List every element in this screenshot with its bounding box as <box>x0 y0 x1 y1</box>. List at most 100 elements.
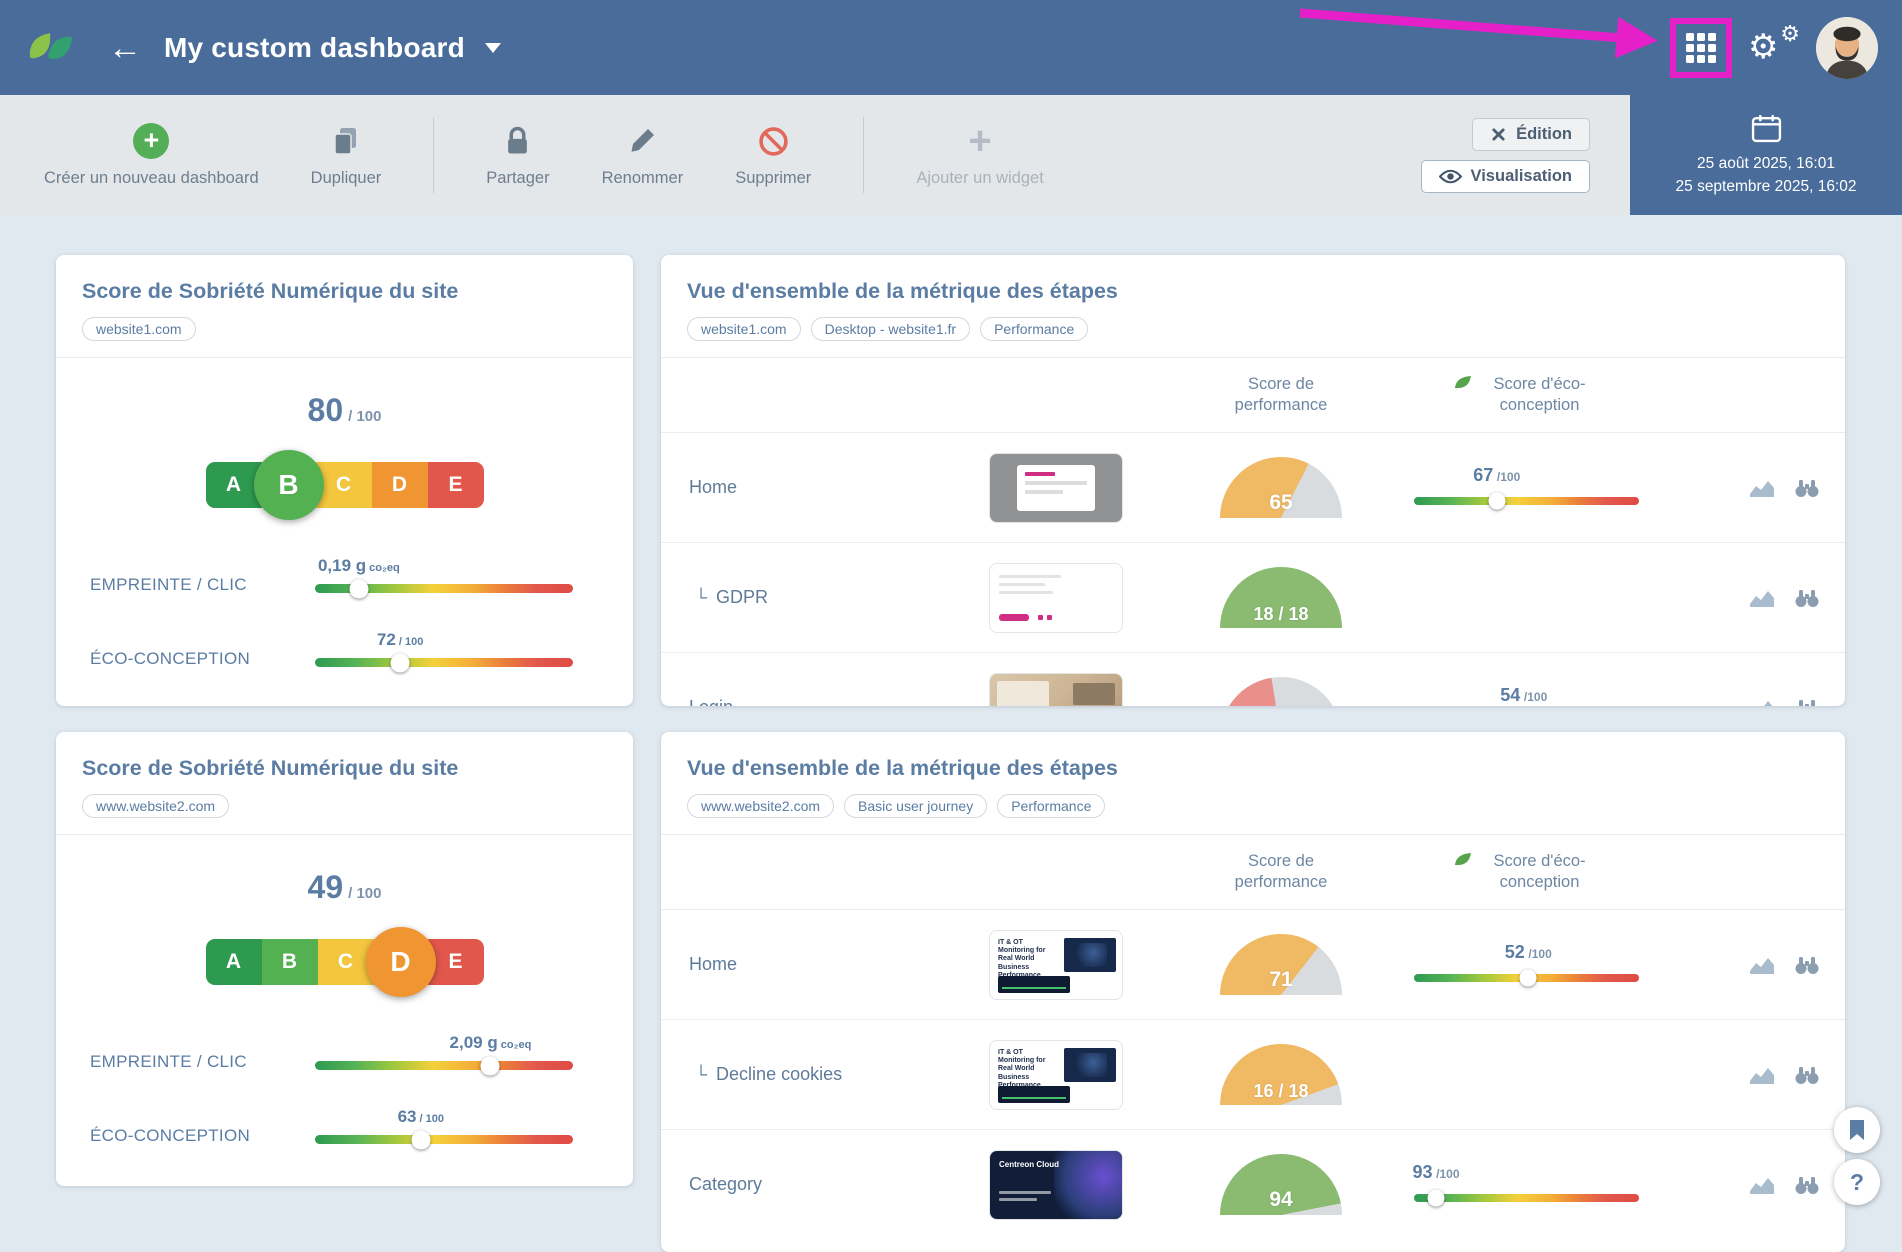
widget-title: Score de Sobriété Numérique du site <box>82 756 459 780</box>
plus-circle-icon: + <box>133 123 170 159</box>
steps-overview-widget-2: Vue d'ensemble de la métrique des étapes… <box>661 732 1845 1252</box>
page-thumbnail[interactable]: IT & OT Monitoring for Real World Busine… <box>990 930 1122 999</box>
visualisation-button[interactable]: Visualisation <box>1420 159 1590 193</box>
chart-icon[interactable] <box>1749 698 1775 706</box>
binoculars-icon[interactable] <box>1795 588 1819 608</box>
eco-label: ÉCO-CONCEPTION <box>90 1126 251 1145</box>
tag-website: www.website2.com <box>687 794 835 818</box>
binoculars-icon[interactable] <box>1795 698 1819 706</box>
plus-icon: + <box>968 119 992 163</box>
step-name: Login <box>661 697 941 706</box>
grade-d-active: D <box>365 927 436 997</box>
steps-overview-widget-1: Vue d'ensemble de la métrique des étapes… <box>661 255 1845 706</box>
binoculars-icon[interactable] <box>1795 955 1819 975</box>
footprint-label: EMPREINTE / CLIC <box>90 575 247 594</box>
step-row-category: Category Centreon Cloud 94 93 /100 <box>661 1129 1845 1239</box>
binoculars-icon[interactable] <box>1795 478 1819 498</box>
eco-value: 72/ 100 <box>376 630 424 649</box>
binoculars-icon[interactable] <box>1795 1175 1819 1195</box>
grade-a: A <box>205 462 262 508</box>
app-logo-icon[interactable] <box>24 25 74 71</box>
performance-gauge: 18 / 18 <box>1220 567 1342 628</box>
eco-score-cell: 52 /100 <box>1413 942 1639 988</box>
dashboard-title: My custom dashboard <box>164 31 465 63</box>
page-thumbnail[interactable]: Centreon Cloud <box>990 1150 1122 1219</box>
grade-e: E <box>427 939 484 985</box>
date-range-picker[interactable]: 25 août 2025, 16:01 25 septembre 2025, 1… <box>1630 95 1902 215</box>
chart-icon[interactable] <box>1749 955 1775 975</box>
widget-title: Vue d'ensemble de la métrique des étapes <box>687 279 1118 303</box>
step-name: Home <box>689 477 738 497</box>
performance-gauge: 45 <box>1220 677 1342 706</box>
dashboard-toolbar: + Créer un nouveau dashboard Dupliquer P… <box>0 95 1902 215</box>
help-button[interactable]: ? <box>1834 1159 1880 1205</box>
bookmark-icon <box>1850 1120 1864 1140</box>
rename-button[interactable]: Renommer <box>602 122 683 188</box>
table-header: Score de performance Score d'éco-concept… <box>661 358 1845 432</box>
step-row-decline-cookies: └ Decline cookies IT & OT Monitoring for … <box>661 1019 1845 1129</box>
widget-header: Score de Sobriété Numérique du site www.… <box>56 732 633 835</box>
step-row-home: Home 65 67 /100 <box>661 432 1845 542</box>
add-widget-button[interactable]: + Ajouter un widget <box>916 119 1044 187</box>
bookmark-button[interactable] <box>1834 1107 1880 1153</box>
footprint-metric: EMPREINTE / CLIC 0,19 g co₂eq <box>56 547 633 598</box>
widget-title: Score de Sobriété Numérique du site <box>82 279 459 303</box>
eco-score-bar <box>1413 492 1639 509</box>
user-avatar[interactable] <box>1816 16 1878 79</box>
chart-icon[interactable] <box>1749 478 1775 498</box>
footprint-value: 0,19 g co₂eq <box>317 556 400 575</box>
performance-gauge: 16 / 18 <box>1220 1044 1342 1105</box>
tag-metric: Performance <box>997 794 1106 818</box>
eco-value: 63/ 100 <box>397 1107 444 1126</box>
chart-icon[interactable] <box>1749 588 1775 608</box>
toolbar-divider <box>863 117 865 193</box>
eco-score-cell-empty <box>1414 575 1639 621</box>
scale-knob <box>349 579 369 598</box>
eco-score-bar <box>1413 969 1639 986</box>
global-score: 80/ 100 <box>307 392 382 428</box>
widgets-grid-icon[interactable] <box>1686 32 1716 63</box>
eco-score-cell: 93 /100 <box>1412 1162 1639 1208</box>
mode-switch: Édition Visualisation <box>1420 117 1590 193</box>
tag-journey: Basic user journey <box>844 794 988 818</box>
column-performance: Score de performance <box>1234 375 1328 414</box>
page-thumbnail[interactable] <box>990 453 1122 522</box>
eco-score-cell: 67 /100 <box>1413 465 1639 511</box>
tag-website: www.website2.com <box>82 794 230 818</box>
date-range-start: 25 août 2025, 16:01 <box>1697 155 1835 172</box>
page-thumbnail[interactable] <box>990 673 1122 706</box>
tag-journey: Desktop - website1.fr <box>810 317 971 341</box>
widget-title: Vue d'ensemble de la métrique des étapes <box>687 756 1118 780</box>
annotation-highlight-box <box>1670 17 1732 78</box>
eco-metric: ÉCO-CONCEPTION 63/ 100 <box>56 1098 633 1149</box>
leaf-icon <box>1454 853 1471 866</box>
table-header: Score de performance Score d'éco-concept… <box>661 835 1845 909</box>
page-thumbnail[interactable]: IT & OT Monitoring for Real World Busine… <box>990 1040 1122 1109</box>
eye-icon <box>1438 169 1462 184</box>
eco-metric: ÉCO-CONCEPTION 72/ 100 <box>56 621 633 672</box>
dashboard-dropdown-caret[interactable] <box>484 42 501 53</box>
page-thumbnail[interactable] <box>990 563 1122 632</box>
eco-scale-bar <box>315 1130 573 1149</box>
back-arrow-button[interactable]: ← <box>108 28 142 67</box>
grade-b-active: B <box>253 450 324 520</box>
grade-a: A <box>205 939 262 985</box>
footprint-metric: EMPREINTE / CLIC 2,09 g co₂eq <box>56 1024 633 1075</box>
binoculars-icon[interactable] <box>1795 1065 1819 1085</box>
create-dashboard-button[interactable]: + Créer un nouveau dashboard <box>44 123 259 187</box>
step-name: └ Decline cookies <box>695 1064 843 1084</box>
settings-gears-icon[interactable]: ⚙︎ ⚙︎ <box>1748 20 1800 66</box>
duplicate-button[interactable]: Dupliquer <box>311 122 381 188</box>
delete-button[interactable]: Supprimer <box>735 122 811 188</box>
grade-b: B <box>261 939 318 985</box>
share-button[interactable]: Partager <box>486 122 550 188</box>
edition-button[interactable]: Édition <box>1472 117 1590 151</box>
topbar: ← My custom dashboard ⚙︎ ⚙︎ <box>0 0 1902 95</box>
scale-knob <box>411 1130 431 1149</box>
chart-icon[interactable] <box>1749 1175 1775 1195</box>
chart-icon[interactable] <box>1749 1065 1775 1085</box>
widget-header: Vue d'ensemble de la métrique des étapes… <box>661 255 1845 358</box>
sobriety-score-widget-2: Score de Sobriété Numérique du site www.… <box>56 732 633 1186</box>
duplicate-icon <box>332 122 359 160</box>
footprint-scale-bar <box>315 579 573 598</box>
